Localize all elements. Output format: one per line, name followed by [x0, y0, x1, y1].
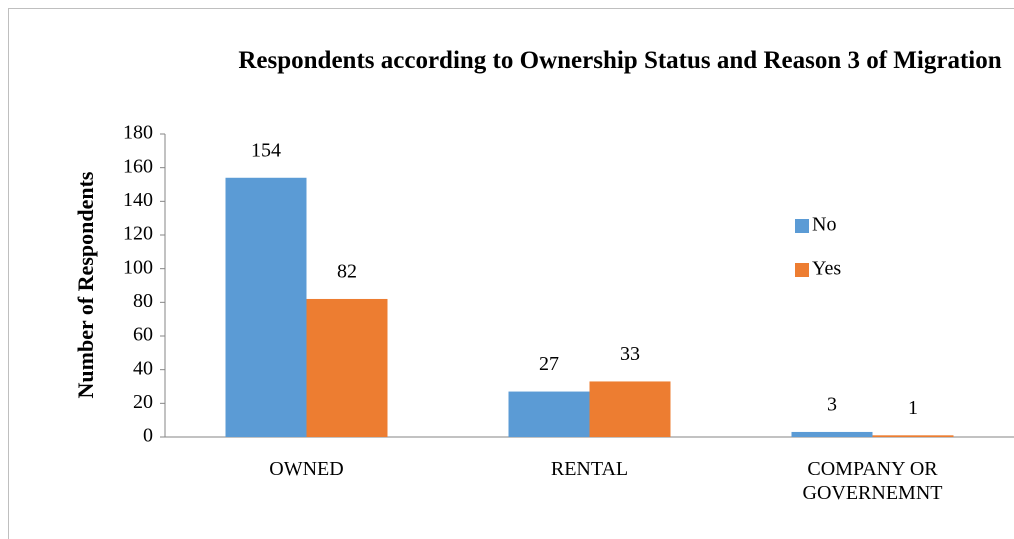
data-label: 27 — [539, 353, 559, 375]
bar — [225, 177, 307, 437]
chart-title: Respondents according to Ownership Statu… — [238, 47, 1002, 74]
y-tick-label: 140 — [123, 189, 153, 211]
x-tick-label: RENTAL — [550, 458, 629, 480]
chart-border — [8, 8, 1014, 539]
data-label: 82 — [337, 261, 357, 283]
y-tick-label: 0 — [143, 425, 153, 447]
bar — [872, 435, 954, 437]
y-tick-label: 80 — [133, 290, 153, 312]
legend-swatch — [795, 263, 809, 277]
y-tick-label: 160 — [123, 155, 153, 177]
x-tick-label: OWNED — [269, 458, 344, 480]
y-axis-label: Number of Respondents — [73, 171, 98, 398]
data-label: 154 — [251, 139, 281, 161]
legend-swatch — [795, 219, 809, 233]
data-label: 1 — [908, 397, 918, 419]
y-tick-label: 100 — [123, 256, 153, 278]
y-tick-label: 120 — [123, 223, 153, 245]
y-tick-label: 40 — [133, 357, 153, 379]
y-tick-label: 20 — [133, 391, 153, 413]
legend-label: Yes — [812, 258, 841, 280]
bar — [589, 381, 671, 437]
bar — [791, 431, 873, 437]
x-tick-label: COMPANY OR GOVERNEMNT — [802, 458, 943, 504]
data-label: 33 — [620, 343, 640, 365]
y-tick-label: 60 — [133, 324, 153, 346]
bar — [306, 298, 388, 437]
data-label: 3 — [827, 394, 837, 416]
y-tick-label: 180 — [123, 122, 153, 144]
bar — [508, 391, 590, 437]
legend-label: No — [812, 214, 836, 236]
